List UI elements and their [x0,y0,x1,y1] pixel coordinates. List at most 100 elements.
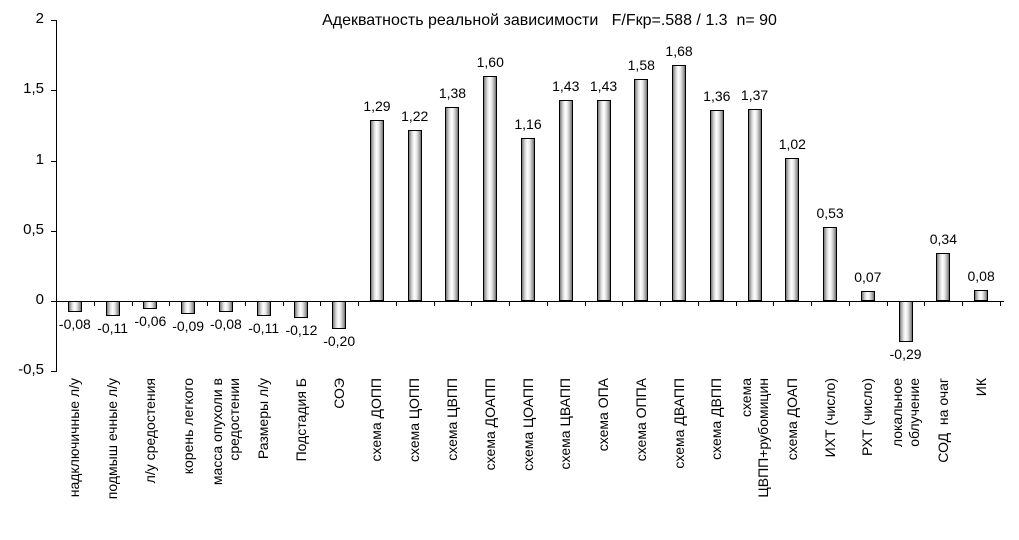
bar [860,291,875,301]
x-tick [471,301,472,306]
x-tick [1000,301,1001,306]
x-tick [962,301,963,306]
category-label: схема ДОПП [368,378,385,462]
category-label: схема ЦВПП [443,378,460,461]
category-label: схема ЦВПП+рубомицин [737,378,771,498]
category-label: подмыш ечные л/у [104,378,121,500]
y-tick-label: 2 [35,10,44,27]
x-tick [585,301,586,306]
x-tick [207,301,208,306]
category-label: СОД на очаг [934,378,951,463]
category-label: Размеры л/у [255,378,272,460]
y-axis-line [56,20,57,373]
category-label: СОЭ [330,378,347,409]
y-tick-label: 1,5 [23,80,44,98]
bar [936,253,951,301]
x-tick [547,301,548,306]
category-label: схема ЦВАПП [557,378,574,470]
data-label: -0,08 [209,316,242,333]
data-label: 1,29 [363,97,391,114]
x-tick [509,301,510,306]
category-label: Подстадия Б [292,378,309,462]
data-label: -0,12 [285,321,318,338]
bar [747,108,762,301]
x-tick [434,301,435,306]
category-label: схема ЦОАПП [519,378,536,471]
x-tick [887,301,888,306]
data-label: -0,11 [248,320,280,337]
data-label: 1,60 [476,54,504,71]
data-label: 1,37 [740,86,769,103]
bar [67,301,82,313]
x-tick [320,301,321,306]
bar [823,226,838,301]
category-label: корень легкого [179,378,196,475]
category-label: схема ДВАПП [670,378,687,469]
y-tick-label: 1 [35,150,44,168]
category-label: надключичные л/у [66,378,83,498]
category-label: ИХТ (число) [821,378,838,458]
data-label: -0,06 [134,313,167,330]
x-tick [245,301,246,306]
x-tick [736,301,737,306]
y-tick-label: -0,5 [18,361,44,379]
y-tick [51,301,56,302]
data-label: 1,38 [438,85,467,102]
bar [521,138,535,301]
bar [974,289,989,301]
category-label: схема ОПА [595,378,612,452]
x-tick [94,301,95,306]
data-label: 1,58 [627,57,655,73]
y-tick [51,160,56,162]
category-label: схема ЦОПП [406,378,423,462]
data-label: 0,08 [967,267,995,284]
data-label: -0,09 [172,317,205,334]
y-tick [51,230,56,232]
x-tick [622,301,623,306]
x-tick [811,301,812,306]
x-tick [849,301,850,306]
y-tick [51,90,56,92]
bar [369,119,384,301]
x-tick [698,301,699,306]
x-tick [660,301,661,306]
bar [181,301,196,314]
y-tick [51,371,56,373]
data-label: 1,16 [514,116,542,133]
category-label: схема ДОАПП [481,378,498,471]
y-tick-label: 0 [35,291,44,308]
x-tick [396,301,397,306]
bar [407,129,422,301]
bar [483,76,498,301]
bar [596,100,611,301]
bar [898,301,913,342]
data-label: 0,53 [816,204,844,221]
data-label: -0,20 [323,333,356,350]
x-tick [56,301,57,306]
bar [634,79,649,301]
data-label: 0,34 [929,231,957,248]
data-label: -0,08 [58,316,91,333]
data-label: 1,22 [401,107,429,124]
data-label: 0,07 [854,269,882,286]
bar [558,100,573,301]
category-label: л/у средостения [141,378,158,484]
x-axis-line [56,301,1004,302]
data-label: 1,68 [665,42,693,59]
bar [785,157,800,301]
bar [256,301,271,317]
category-label: схема ДОАП [783,378,800,461]
bar [332,301,347,330]
data-label: 1,02 [778,135,806,152]
category-label: ИК [972,378,989,397]
category-label: масса опухоли в средостении [208,378,242,486]
category-label: локальное облучение [888,378,922,448]
y-tick [51,20,56,21]
x-tick [924,301,925,306]
data-label: 1,43 [552,78,580,95]
x-tick [169,301,170,306]
x-tick [283,301,284,306]
category-label: РХТ (число) [859,378,876,457]
bar [105,301,120,317]
